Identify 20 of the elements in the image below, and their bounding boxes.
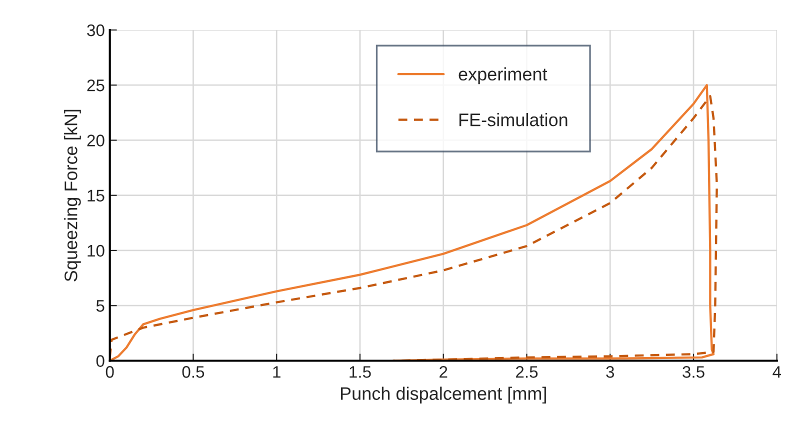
y-tick-label: 15	[88, 190, 104, 202]
x-axis-title: Punch dispalcement [mm]	[340, 386, 546, 404]
legend-label: FE-simulation	[459, 113, 568, 126]
x-tick-label: 2	[440, 366, 448, 378]
y-axis-title: Squeezing Force [kN]	[64, 110, 81, 282]
x-tick-label: 0.5	[182, 366, 204, 378]
y-tick-label: 20	[87, 134, 104, 146]
x-tick-label: 3.5	[682, 366, 704, 378]
x-tick-label: 1	[273, 366, 280, 378]
y-tick-label: 25	[87, 80, 104, 92]
y-tick-label: 30	[87, 24, 104, 36]
legend-label: experiment	[458, 67, 548, 84]
y-tick-label: 10	[88, 244, 104, 257]
y-tick-label: 5	[96, 300, 104, 312]
x-tick-label: 4	[772, 366, 782, 378]
y-tick-label: 0	[96, 355, 104, 367]
x-tick-label: 2.5	[516, 366, 538, 378]
x-tick-label: 0	[106, 366, 114, 378]
x-tick-label: 3	[606, 366, 614, 378]
x-tick-label: 1.5	[350, 366, 371, 378]
